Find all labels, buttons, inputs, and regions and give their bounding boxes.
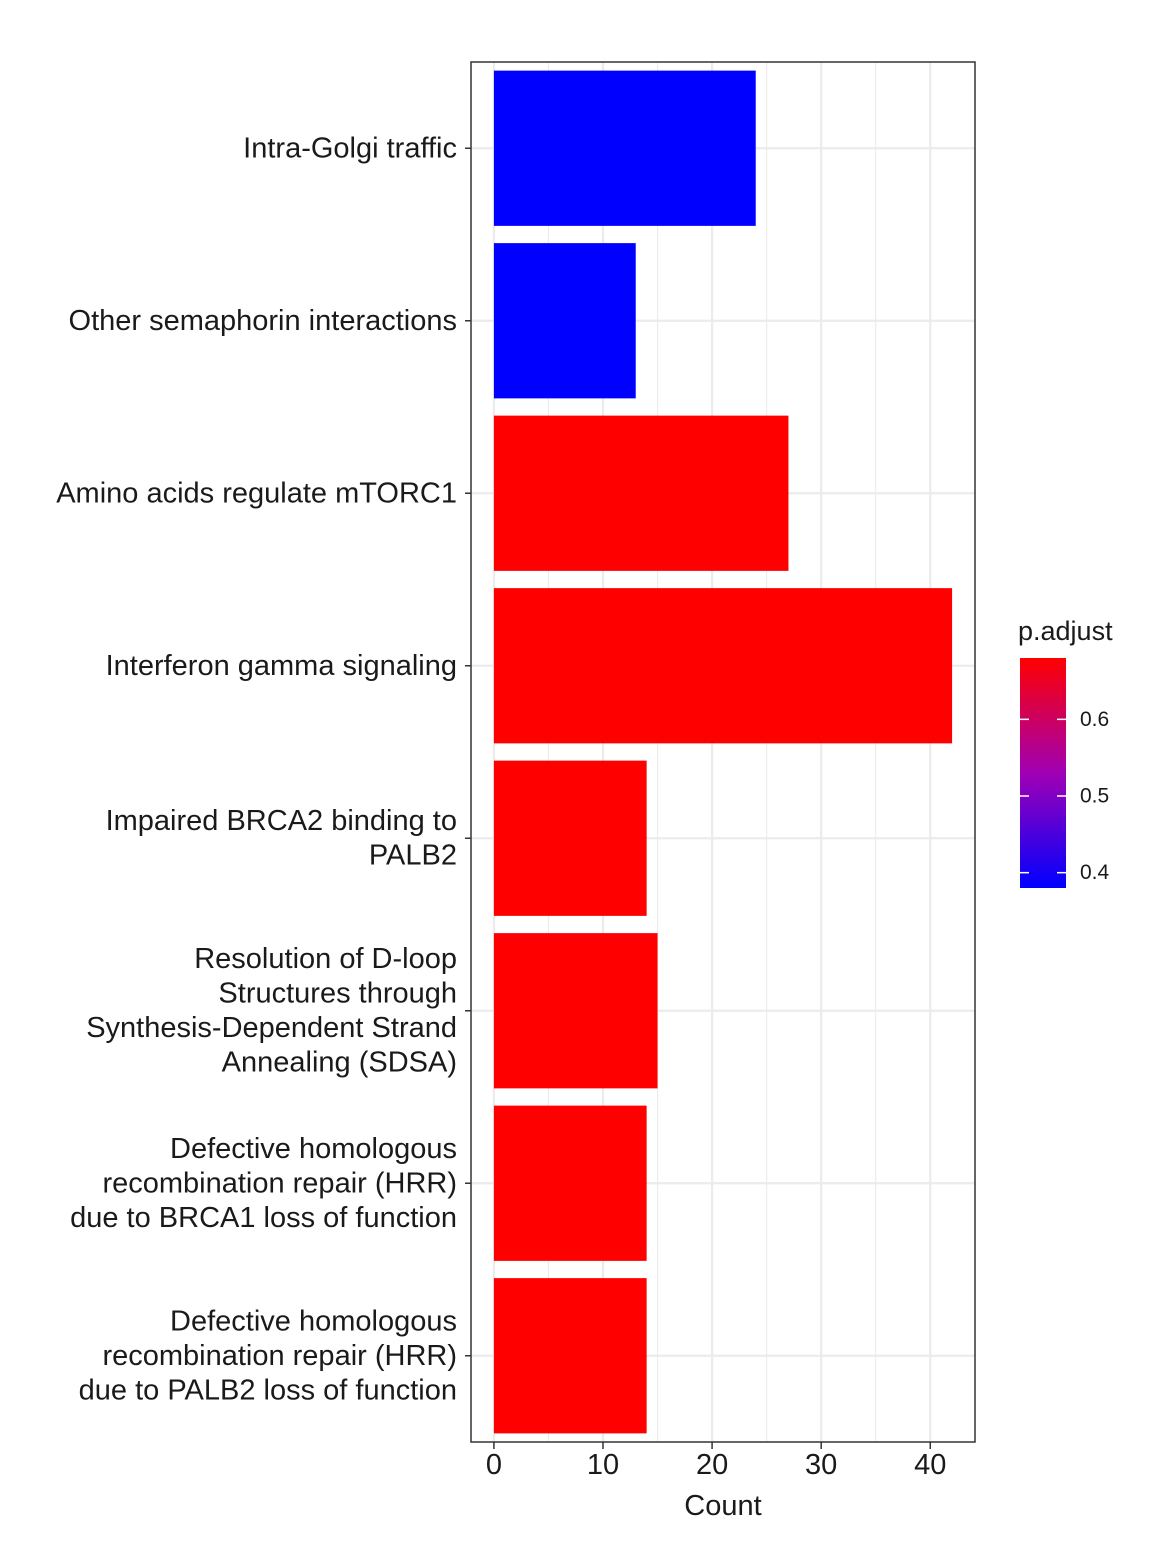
bar: [493, 588, 953, 744]
y-tick-label: Annealing (SDSA): [222, 1047, 457, 1079]
y-tick-label: Defective homologous: [170, 1133, 457, 1165]
bar: [493, 760, 647, 916]
bar: [493, 933, 658, 1089]
bar: [493, 415, 789, 571]
y-tick-label: Amino acids regulate mTORC1: [56, 477, 457, 509]
y-tick-label: Impaired BRCA2 binding to: [106, 805, 457, 837]
bar: [493, 70, 756, 226]
bar: [493, 1278, 647, 1434]
y-tick-label: Structures through: [218, 978, 457, 1010]
y-tick-label: PALB2: [369, 840, 457, 872]
y-tick-label: Other semaphorin interactions: [69, 305, 457, 337]
y-tick-label: Interferon gamma signaling: [106, 650, 457, 682]
y-tick-label: due to PALB2 loss of function: [79, 1374, 457, 1406]
legend-tick-label: 0.5: [1080, 785, 1109, 808]
bar: [493, 243, 636, 399]
x-tick-label: 10: [587, 1449, 619, 1481]
x-tick-label: 30: [805, 1449, 837, 1481]
y-axis: Intra-Golgi traffic Other semaphorin inte…: [56, 132, 471, 1406]
bars: [493, 70, 953, 1434]
y-tick-label: Resolution of D-loop: [194, 943, 457, 975]
x-tick-label: 0: [486, 1449, 502, 1481]
y-tick-label: recombination repair (HRR): [102, 1167, 457, 1199]
x-axis: 0 10 20 30 40: [486, 1442, 946, 1481]
legend-title: p.adjust: [1018, 616, 1113, 646]
x-tick-label: 20: [696, 1449, 728, 1481]
x-axis-title: Count: [684, 1490, 761, 1522]
legend-colorbar: [1020, 658, 1066, 888]
legend-tick-label: 0.6: [1080, 708, 1109, 731]
x-tick-label: 40: [914, 1449, 946, 1481]
legend: p.adjust 0.4 0.5 0.6: [1018, 616, 1113, 888]
y-tick-label: Intra-Golgi traffic: [243, 132, 457, 164]
y-tick-label: Synthesis-Dependent Strand: [86, 1012, 457, 1044]
legend-tick-label: 0.4: [1080, 861, 1110, 884]
panel-border: [470, 61, 976, 1443]
y-tick-label: recombination repair (HRR): [102, 1340, 457, 1372]
bar: [493, 1105, 647, 1261]
y-tick-label: Defective homologous: [170, 1305, 457, 1337]
y-tick-label: due to BRCA1 loss of function: [70, 1202, 457, 1234]
